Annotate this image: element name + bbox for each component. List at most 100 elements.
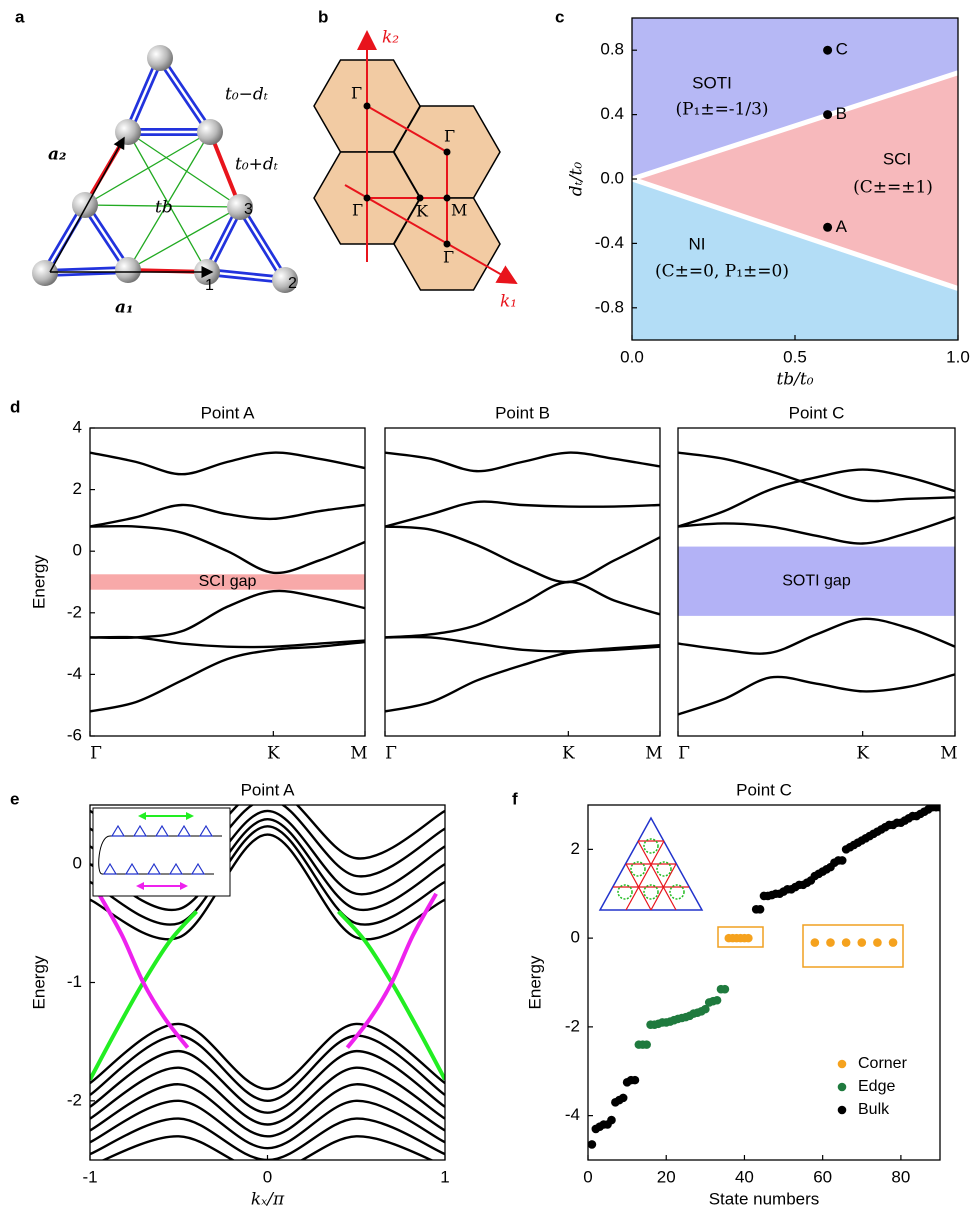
x-tick-label: 1.0 <box>946 347 970 366</box>
y-tick-label: -2 <box>565 1016 580 1035</box>
band-line <box>678 517 955 543</box>
axis-label: k₁ <box>500 292 517 312</box>
band-line <box>385 502 660 527</box>
lattice-vector: a₂ <box>48 145 66 165</box>
x-tick-label: K <box>856 744 869 764</box>
x-axis-label: tb/t₀ <box>776 370 813 390</box>
page: a t₀−dₜ t₀+dₜ tb a₂ <box>0 0 973 1215</box>
x-tick-label: 80 <box>891 1167 910 1186</box>
lattice-inset <box>600 818 702 910</box>
panel-letter: f <box>512 789 518 808</box>
state-point <box>642 1040 651 1049</box>
y-tick-label: -4 <box>565 1105 580 1124</box>
brillouin-zone-diagram: b k₂ k₁ Γ Γ Γ Γ K M <box>314 7 517 311</box>
legend-label: Bulk <box>858 1101 890 1118</box>
point-label: Γ <box>352 201 363 220</box>
chart-title: Point C <box>736 780 792 799</box>
lattice-vector: a₁ <box>115 298 133 318</box>
region-name: SCI <box>883 149 911 168</box>
panel-letter: b <box>318 7 328 26</box>
x-axis-label: State numbers <box>709 1189 820 1208</box>
x-tick-label: 0.5 <box>783 347 807 366</box>
region-note: (C±=±1) <box>853 178 933 198</box>
y-tick-label: -6 <box>67 725 82 744</box>
band-line <box>385 453 660 472</box>
plot-frame <box>385 428 660 736</box>
y-axis-label: Energy <box>29 555 48 609</box>
band-line <box>385 527 660 583</box>
state-point <box>857 938 866 947</box>
y-tick-label: 0 <box>73 854 82 873</box>
state-point <box>588 1140 597 1149</box>
point-label: K <box>416 202 429 221</box>
band-line <box>90 526 365 573</box>
highlight-box <box>803 925 903 967</box>
y-tick-label: 0 <box>571 928 580 947</box>
state-point <box>744 934 753 943</box>
plot-area: SCI gap <box>90 453 365 712</box>
point-label: Γ <box>444 127 455 146</box>
point-label: Γ <box>443 248 454 267</box>
x-tick-label: Γ <box>385 744 397 764</box>
band-line <box>678 619 955 654</box>
chart-title: Point C <box>789 403 845 422</box>
x-tick-label: Γ <box>678 744 690 764</box>
gap-label: SOTI gap <box>782 572 851 589</box>
state-point <box>607 1116 616 1125</box>
y-tick-label: -4 <box>67 664 82 683</box>
band-line <box>90 591 365 638</box>
y-tick-label: 0 <box>73 541 82 560</box>
lattice-diagram: a t₀−dₜ t₀+dₜ tb a₂ <box>15 7 298 317</box>
site-label: 2 <box>288 275 297 292</box>
y-tick-label: 2 <box>571 839 580 858</box>
hopping-label: t₀+dₜ <box>235 155 279 175</box>
region-note: (C±=0, P₁±=0) <box>655 262 789 282</box>
band-line <box>90 1036 445 1101</box>
x-tick-label: 1 <box>440 1167 449 1186</box>
band-line <box>90 505 365 527</box>
phase-point <box>823 46 832 55</box>
y-tick-label: -1 <box>67 972 82 991</box>
x-tick-label: -1 <box>82 1167 97 1186</box>
x-tick-label: K <box>562 744 575 764</box>
region-name: NI <box>689 234 706 253</box>
point-label: B <box>836 104 847 123</box>
plot-area: SOTI(P₁±=-1/3)SCI(C±=±1)NI(C±=0, P₁±=0)A… <box>632 18 958 340</box>
legend-label: Corner <box>858 1055 908 1072</box>
state-point <box>842 938 851 947</box>
y-tick-label: 0.8 <box>600 40 624 59</box>
state-point <box>838 856 847 865</box>
x-tick-label: M <box>940 744 957 764</box>
x-axis-label: kₓ/π <box>251 1190 285 1210</box>
panel-letter: c <box>555 7 564 26</box>
state-point <box>826 938 835 947</box>
y-tick-label: 4 <box>73 417 82 436</box>
band-line <box>385 582 660 637</box>
phase-point <box>823 223 832 232</box>
state-point <box>756 905 765 914</box>
panel-letter: a <box>15 7 25 26</box>
y-tick-label: 0.4 <box>600 104 624 123</box>
y-tick-label: 2 <box>73 479 82 498</box>
y-axis-label: Energy <box>29 955 48 1009</box>
x-tick-label: 20 <box>657 1167 676 1186</box>
plot-area <box>385 453 660 712</box>
y-tick-label: -2 <box>67 602 82 621</box>
band-line <box>90 1051 445 1113</box>
state-point <box>889 938 898 947</box>
y-axis-label: dₜ/t₀ <box>567 162 587 197</box>
y-tick-label: -2 <box>67 1090 82 1109</box>
band-line <box>90 642 365 711</box>
state-point <box>631 1076 640 1085</box>
legend-label: Edge <box>858 1078 895 1095</box>
y-tick-label: 0.0 <box>600 168 624 187</box>
y-axis-label: Energy <box>525 955 544 1009</box>
x-tick-label: Γ <box>90 744 102 764</box>
overlays <box>93 808 903 967</box>
phase-point <box>823 110 832 119</box>
x-tick-label: M <box>350 744 367 764</box>
region-note: (P₁±=-1/3) <box>675 100 768 120</box>
edge-inset <box>93 808 230 896</box>
legend-marker <box>838 1083 847 1092</box>
legend-marker <box>838 1060 847 1069</box>
